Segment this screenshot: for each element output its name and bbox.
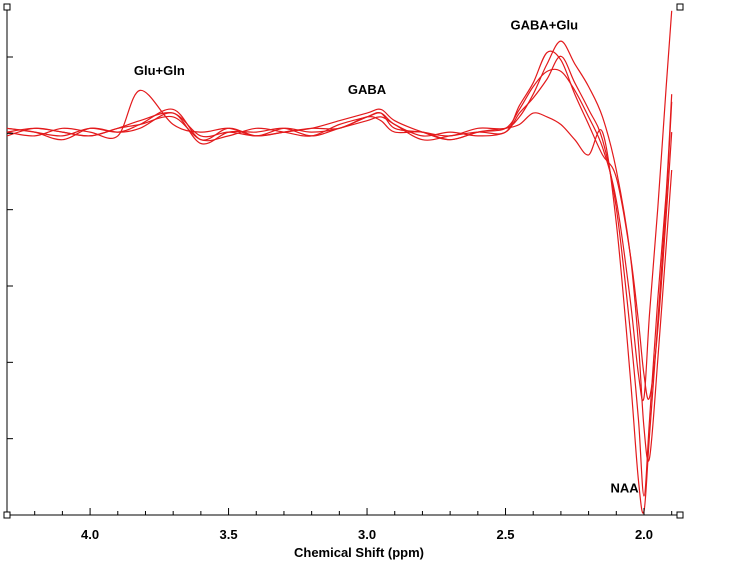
spectrum-line: [6, 55, 673, 497]
peak-label: Glu+Gln: [134, 63, 185, 78]
x-axis-title: Chemical Shift (ppm): [294, 545, 424, 560]
x-tick-label: 3.0: [358, 527, 376, 542]
axis-ticks: [6, 56, 673, 516]
spectra-group: [6, 10, 673, 514]
x-tick-label: 3.5: [220, 527, 238, 542]
corner-handle: [3, 3, 11, 11]
spectrum-line: [6, 50, 673, 400]
x-tick-labels: 4.0 3.5 3.0 2.5 2.0: [81, 527, 653, 542]
corner-handle: [676, 3, 684, 11]
spectrum-line: [6, 101, 673, 514]
peak-label: GABA: [348, 82, 387, 97]
peak-label: GABA+Glu: [511, 18, 579, 33]
plot-resize-handles: [3, 3, 684, 519]
plot-frame: [6, 7, 680, 516]
x-tick-label: 2.0: [635, 527, 653, 542]
x-tick-label: 4.0: [81, 527, 99, 542]
x-tick-label: 2.5: [496, 527, 514, 542]
corner-handle: [676, 511, 684, 519]
spectrum-line: [6, 10, 673, 402]
peak-label: NAA: [611, 480, 640, 495]
spectrum-line: [6, 40, 673, 462]
corner-handle: [3, 511, 11, 519]
peak-annotations: Glu+Gln GABA GABA+Glu NAA: [134, 18, 639, 496]
